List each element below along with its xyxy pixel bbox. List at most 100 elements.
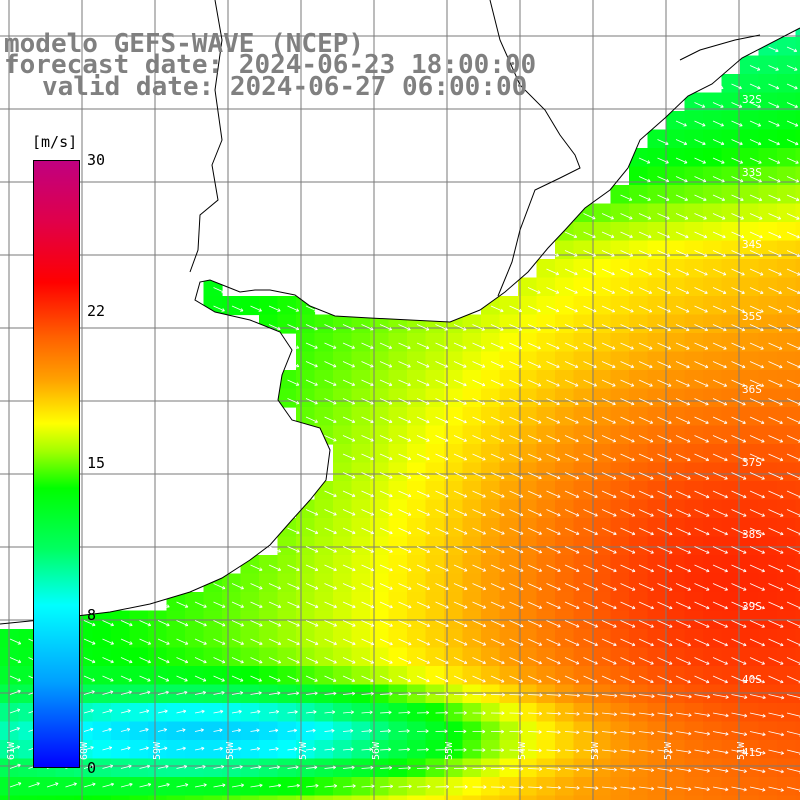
wind-arrow [509, 620, 524, 628]
wind-arrow [601, 490, 617, 498]
longitude-label: 58W [225, 741, 236, 760]
wind-arrow [361, 765, 374, 770]
wind-arrow [398, 453, 412, 461]
wind-arrow [157, 764, 169, 769]
wind-arrow [546, 657, 561, 665]
wind-arrow [83, 746, 94, 751]
wind-arrow [768, 361, 783, 369]
wind-arrow [564, 453, 579, 461]
wind-arrow [324, 583, 337, 590]
wind-arrow [564, 638, 580, 646]
wind-arrow [490, 692, 506, 697]
wind-arrow [786, 546, 800, 554]
latitude-labels: 32S 33S 34S 35S 36S 37S 38S 39S 40S 41S [742, 93, 762, 759]
wind-arrow [361, 509, 375, 516]
wind-arrow [194, 675, 207, 682]
wind-arrow [546, 416, 561, 424]
wind-arrow [379, 601, 393, 609]
wind-arrow [546, 583, 561, 591]
wind-arrow [638, 731, 655, 735]
wind-arrow [453, 784, 468, 789]
wind-arrow [102, 727, 112, 732]
wind-arrow [139, 690, 151, 695]
wind-arrow [694, 120, 706, 127]
wind-arrow [398, 472, 412, 479]
wind-arrow [268, 601, 282, 608]
wind-arrow [509, 324, 523, 331]
wind-arrow [675, 786, 692, 791]
wind-arrow [490, 729, 505, 734]
wind-arrow [564, 711, 580, 716]
wind-arrow [231, 765, 243, 769]
wind-arrow [546, 546, 561, 554]
wind-arrow [398, 379, 411, 387]
wind-arrow [749, 213, 763, 220]
wind-arrow [749, 490, 765, 499]
wind-arrow [342, 361, 355, 368]
wind-arrow [712, 749, 729, 755]
wind-arrow [731, 564, 747, 573]
wind-arrow [583, 398, 598, 406]
wind-arrow [786, 176, 800, 183]
wind-arrow [731, 786, 747, 792]
wind-arrow [694, 675, 710, 684]
wind-arrow [213, 675, 225, 682]
wind-arrow [527, 785, 543, 790]
wind-arrow [638, 620, 654, 628]
wind-arrow [712, 472, 728, 480]
wind-arrow [379, 620, 393, 627]
wind-arrow [601, 268, 615, 276]
wind-arrow [638, 176, 651, 183]
longitude-label: 57W [298, 741, 309, 760]
wind-arrow [546, 472, 561, 480]
wind-arrow [435, 564, 449, 572]
wind-arrow [305, 783, 319, 788]
wind-arrow [379, 527, 393, 535]
wind-arrow [250, 691, 262, 695]
wind-arrow [213, 657, 226, 664]
wind-vector-arrows [9, 46, 800, 792]
wind-arrow [9, 657, 22, 664]
wind-arrow [527, 305, 541, 313]
wind-arrow [453, 472, 468, 479]
wind-arrow [546, 435, 561, 443]
wind-arrow [194, 709, 205, 714]
wind-arrow [546, 564, 561, 572]
wind-arrow [379, 416, 393, 424]
wind-arrow [675, 379, 690, 387]
wind-arrow [749, 379, 765, 387]
wind-arrow [509, 527, 524, 535]
wind-arrow [398, 657, 412, 664]
wind-arrow [749, 453, 765, 462]
wind-arrow [620, 194, 633, 201]
wind-arrow [694, 342, 709, 350]
wind-arrow [768, 139, 780, 146]
wind-arrow [453, 342, 467, 350]
wind-arrow [490, 675, 505, 683]
wind-arrow [731, 139, 743, 146]
wind-arrow [768, 620, 784, 628]
wind-arrow [231, 728, 241, 733]
wind-arrow [342, 657, 356, 664]
wind-arrow [342, 379, 356, 386]
wind-arrow [749, 231, 763, 239]
wind-arrow [416, 361, 430, 368]
wind-arrow [564, 693, 580, 698]
wind-arrow [453, 527, 468, 535]
wind-arrow [601, 305, 616, 313]
wind-arrow [546, 711, 561, 716]
border-line [489, 0, 581, 297]
wind-arrow [620, 379, 635, 387]
wind-arrow [509, 748, 523, 753]
longitude-label: 56W [371, 741, 382, 760]
wind-arrow [342, 784, 356, 788]
wind-arrow [620, 361, 635, 369]
wind-arrow [305, 546, 319, 553]
wind-arrow [509, 729, 523, 734]
wind-arrow [268, 657, 282, 664]
wind-arrow [583, 564, 599, 573]
wind-arrow [157, 620, 170, 627]
wind-arrow [694, 694, 711, 699]
wind-arrow [675, 398, 691, 406]
wind-arrow [731, 490, 747, 499]
